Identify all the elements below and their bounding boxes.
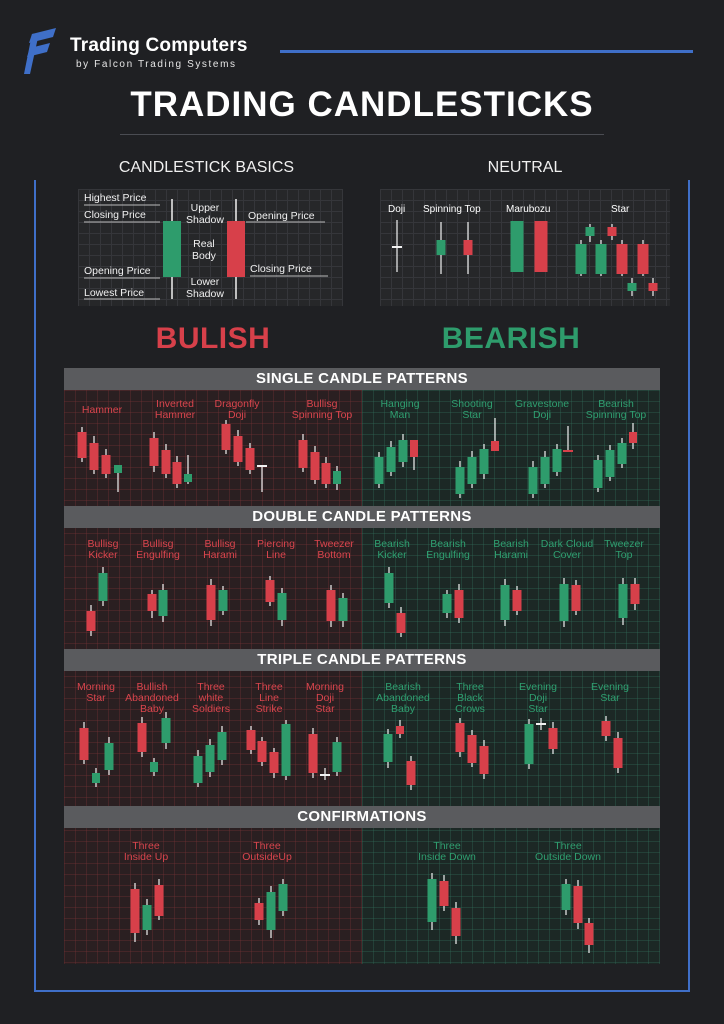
- basics-heading: CANDLESTICK BASICS: [118, 159, 295, 176]
- pattern-label: Shooting Star: [451, 398, 493, 421]
- pattern-label: Three white Soldiers: [192, 681, 230, 715]
- pattern-label: Bearish Abandoned Baby: [376, 681, 430, 715]
- pattern-label: Bearish Harami: [493, 538, 529, 561]
- pattern-label: Piercing Line: [257, 538, 295, 561]
- pattern-label: Hammer: [81, 404, 123, 416]
- pattern-label: Bullisg Kicker: [87, 538, 119, 561]
- pattern-label: Three Line Strike: [255, 681, 283, 715]
- label-lower-shadow: Lower Shadow: [186, 276, 224, 300]
- title-divider: [120, 134, 604, 135]
- pattern-label: Bearish Kicker: [374, 538, 410, 561]
- pattern-label: Three Black Crows: [455, 681, 485, 715]
- pattern-label: Hanging Man: [380, 398, 420, 421]
- label-opening-price-right: Opening Price: [248, 210, 315, 222]
- pattern-label: Three Inside Up: [123, 840, 169, 863]
- pattern-label: Three OutsideUp: [242, 840, 292, 863]
- pattern-label: Bullisg Spinning Top: [291, 398, 353, 421]
- pattern-label: Dragonfly Doji: [214, 398, 260, 421]
- neutral-label-doji: Doji: [388, 204, 406, 215]
- pattern-label: Bearish Engulfing: [426, 538, 470, 561]
- pattern-label: Bullish Abandoned Baby: [125, 681, 179, 715]
- neutral-heading: NEUTRAL: [487, 159, 563, 176]
- pattern-label: Tweezer Top: [604, 538, 644, 561]
- section-confirmations: CONFIRMATIONS: [64, 806, 660, 828]
- header: Trading Computers by Falcon Trading Syst…: [0, 0, 724, 80]
- label-closing-price-right: Closing Price: [250, 263, 312, 275]
- neutral-label-spinning-top: Spinning Top: [423, 204, 481, 215]
- brand-name: Trading Computers: [70, 35, 248, 56]
- label-opening-price-left: Opening Price: [84, 265, 151, 277]
- section-double-candle: DOUBLE CANDLE PATTERNS: [64, 506, 660, 528]
- pattern-label: Morning Doji Star: [306, 681, 344, 715]
- neutral-panel: [380, 189, 670, 306]
- label-upper-shadow: Upper Shadow: [186, 202, 224, 226]
- pattern-label: Bullisg Engulfing: [136, 538, 180, 561]
- label-lowest-price: Lowest Price: [84, 287, 145, 299]
- neutral-label-marubozu: Marubozu: [506, 204, 551, 215]
- bullish-label: BULISH: [155, 322, 271, 355]
- neutral-label-star: Star: [611, 204, 630, 215]
- pattern-label: Morning Star: [77, 681, 115, 704]
- label-highest-price: Highest Price: [84, 192, 147, 204]
- section-triple-candle: TRIPLE CANDLE PATTERNS: [64, 649, 660, 671]
- basics-panel: [78, 189, 343, 306]
- header-rule: [280, 50, 693, 53]
- content-frame: [34, 180, 690, 992]
- pattern-label: Dark Cloud Cover: [540, 538, 594, 561]
- pattern-label: Bullisg Harami: [203, 538, 237, 561]
- label-closing-price-left: Closing Price: [84, 209, 146, 221]
- bearish-label: BEARISH: [441, 322, 581, 355]
- pattern-label: Three Inside Down: [418, 840, 476, 863]
- pattern-label: Evening Doji Star: [519, 681, 557, 715]
- pattern-label: Evening Star: [591, 681, 629, 704]
- pattern-label: Three Outside Down: [535, 840, 601, 863]
- brand-subtitle: by Falcon Trading Systems: [76, 59, 237, 70]
- pattern-label: Bearish Spinning Top: [585, 398, 647, 421]
- label-real-body: Real Body: [192, 238, 216, 262]
- falcon-logo-icon: [24, 28, 56, 74]
- pattern-label: Inverted Hammer: [154, 398, 196, 421]
- page-title: TRADING CANDLESTICKS: [130, 85, 594, 124]
- pattern-label: Gravestone Doji: [514, 398, 570, 421]
- pattern-label: Tweezer Bottom: [314, 538, 354, 561]
- section-single-candle: SINGLE CANDLE PATTERNS: [64, 368, 660, 390]
